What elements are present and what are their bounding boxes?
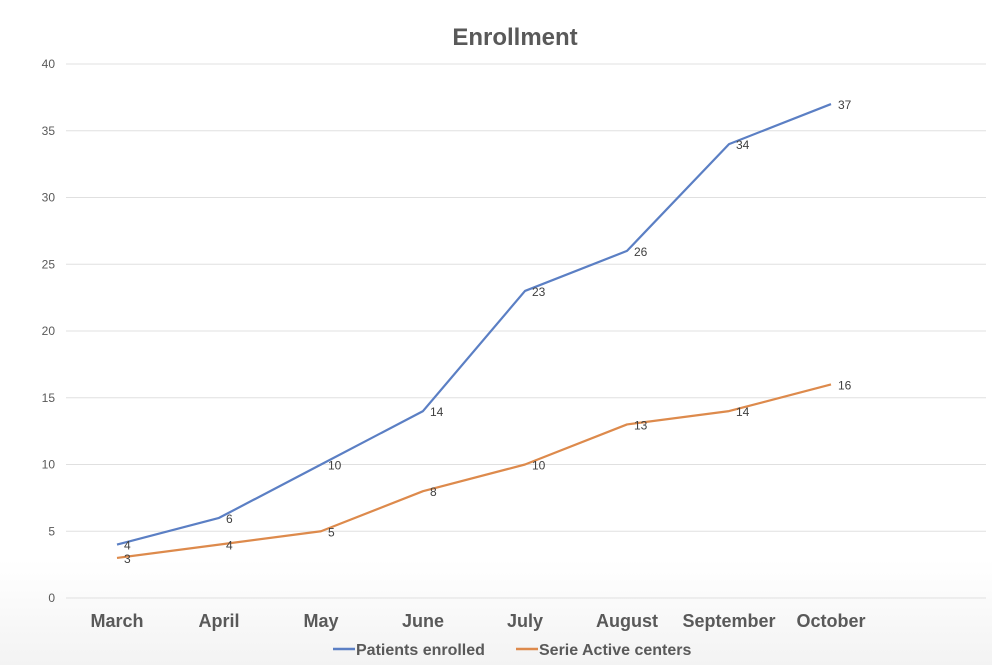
- x-tick-label: September: [682, 611, 775, 631]
- series-lines: [116, 103, 832, 560]
- legend-label: Serie Active centers: [539, 642, 691, 659]
- legend: Patients enrolled Serie Active centers: [333, 642, 691, 659]
- y-axis: 0 5 10 15 20 25 30 35 40: [42, 57, 56, 605]
- data-label: 8: [430, 485, 437, 499]
- data-label: 3: [124, 552, 131, 566]
- x-axis: March April May June July August September Octo…: [90, 611, 865, 631]
- data-label: 26: [634, 245, 648, 259]
- data-label: 14: [736, 405, 750, 419]
- data-label: 16: [838, 378, 852, 392]
- y-tick-label: 40: [42, 57, 56, 71]
- y-tick-label: 30: [42, 191, 56, 205]
- y-tick-label: 20: [42, 324, 56, 338]
- x-tick-label: August: [596, 611, 658, 631]
- data-label: 5: [328, 525, 335, 539]
- chart-title: Enrollment: [452, 24, 577, 51]
- x-tick-label: October: [796, 611, 865, 631]
- data-label: 23: [532, 285, 546, 299]
- data-label: 4: [226, 539, 233, 553]
- legend-label: Patients enrolled: [356, 642, 485, 659]
- series-line-1: [116, 103, 832, 546]
- data-label: 6: [226, 512, 233, 526]
- y-tick-label: 5: [48, 524, 55, 538]
- y-tick-label: 25: [42, 257, 56, 271]
- data-label: 10: [328, 459, 342, 473]
- x-tick-label: March: [90, 611, 143, 631]
- y-tick-label: 35: [42, 124, 56, 138]
- x-tick-label: April: [198, 611, 239, 631]
- y-tick-label: 10: [42, 458, 56, 472]
- data-label: 10: [532, 459, 546, 473]
- grid-lines: [66, 63, 986, 599]
- x-tick-label: May: [303, 611, 338, 631]
- series-line-2: [116, 383, 832, 560]
- x-tick-label: June: [402, 611, 444, 631]
- data-label: 14: [430, 405, 444, 419]
- data-label: 4: [124, 539, 131, 553]
- data-label: 13: [634, 418, 648, 432]
- y-tick-label: 15: [42, 391, 56, 405]
- y-tick-label: 0: [48, 591, 55, 605]
- x-tick-label: July: [507, 611, 543, 631]
- data-label: 34: [736, 138, 750, 152]
- data-label: 37: [838, 98, 852, 112]
